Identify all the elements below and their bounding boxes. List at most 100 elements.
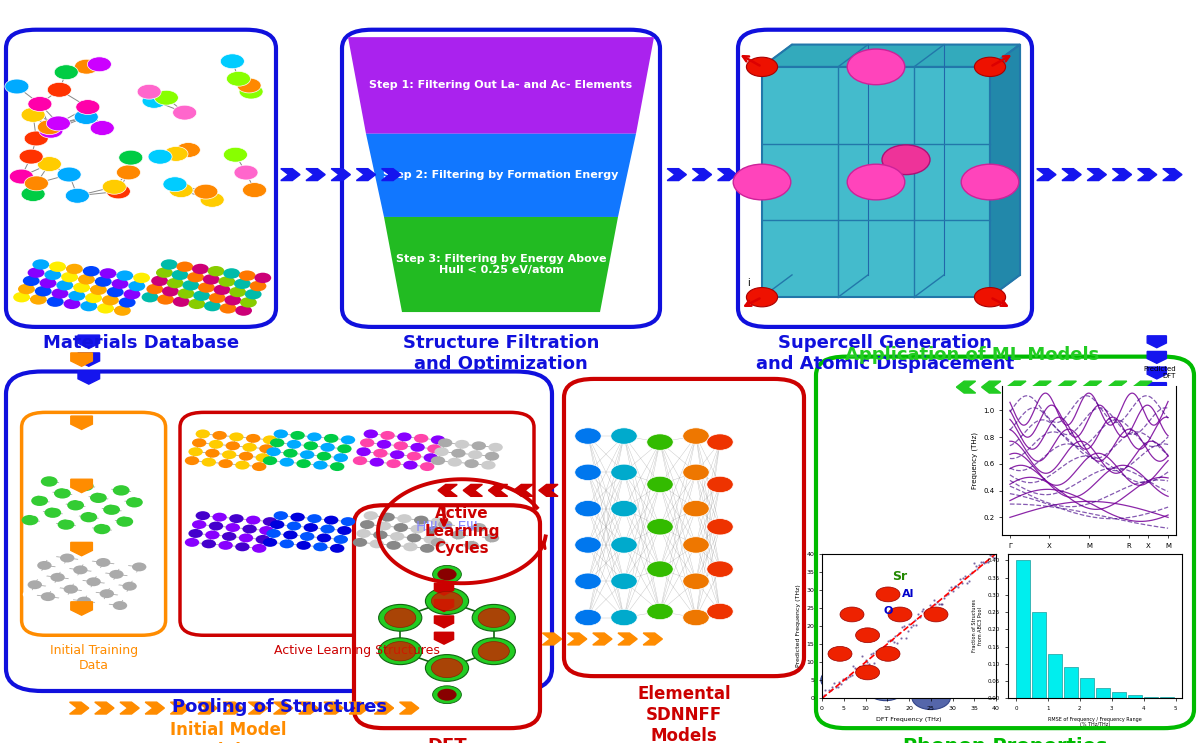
Circle shape: [127, 572, 142, 581]
Circle shape: [414, 434, 428, 443]
Circle shape: [41, 476, 58, 487]
Circle shape: [472, 605, 515, 632]
Circle shape: [221, 53, 245, 68]
Circle shape: [55, 563, 70, 572]
Circle shape: [283, 531, 298, 539]
Circle shape: [172, 270, 188, 280]
Circle shape: [52, 288, 68, 299]
Circle shape: [23, 276, 40, 286]
Polygon shape: [349, 702, 368, 714]
Circle shape: [485, 452, 499, 461]
Text: Active
Learning
Cycles: Active Learning Cycles: [425, 506, 499, 557]
Circle shape: [377, 522, 391, 531]
Polygon shape: [374, 702, 394, 714]
Circle shape: [103, 504, 120, 515]
Circle shape: [394, 441, 408, 450]
Circle shape: [234, 165, 258, 180]
Polygon shape: [1146, 467, 1165, 479]
Polygon shape: [718, 169, 737, 181]
Circle shape: [112, 279, 128, 289]
Circle shape: [205, 449, 220, 458]
Circle shape: [304, 523, 318, 532]
Circle shape: [122, 582, 137, 591]
Circle shape: [847, 49, 905, 85]
Circle shape: [683, 536, 709, 553]
Circle shape: [290, 431, 305, 440]
Polygon shape: [542, 633, 562, 645]
Circle shape: [5, 79, 29, 94]
Circle shape: [32, 259, 49, 270]
Circle shape: [254, 273, 271, 283]
Circle shape: [263, 435, 277, 444]
Circle shape: [19, 149, 43, 164]
Text: Pooling of Structures: Pooling of Structures: [172, 698, 386, 716]
Circle shape: [28, 97, 52, 111]
Circle shape: [290, 513, 305, 522]
Circle shape: [856, 665, 880, 680]
Circle shape: [26, 505, 43, 516]
Text: HΨ = EΨ: HΨ = EΨ: [416, 520, 478, 534]
Circle shape: [205, 531, 220, 539]
Circle shape: [455, 522, 469, 531]
Circle shape: [60, 554, 74, 562]
Circle shape: [324, 516, 338, 525]
Polygon shape: [95, 702, 114, 714]
Polygon shape: [956, 381, 976, 393]
Circle shape: [337, 526, 352, 535]
Circle shape: [746, 57, 778, 77]
Circle shape: [256, 535, 270, 544]
Circle shape: [410, 525, 425, 533]
Polygon shape: [198, 702, 217, 714]
Text: Step 1: Filtering Out La- and Ac- Elements: Step 1: Filtering Out La- and Ac- Elemen…: [370, 80, 632, 91]
Polygon shape: [1133, 381, 1152, 393]
Circle shape: [209, 522, 223, 531]
Circle shape: [185, 538, 199, 547]
Circle shape: [116, 165, 140, 180]
Circle shape: [41, 592, 55, 601]
Circle shape: [478, 641, 509, 661]
Polygon shape: [792, 45, 1020, 275]
Circle shape: [65, 188, 89, 203]
Circle shape: [242, 525, 257, 533]
Text: Supercell Generation
and Atomic Displacement: Supercell Generation and Atomic Displace…: [756, 334, 1014, 373]
Circle shape: [239, 270, 256, 281]
Circle shape: [91, 568, 106, 577]
Circle shape: [23, 590, 37, 599]
Polygon shape: [1108, 381, 1127, 393]
Circle shape: [226, 441, 240, 450]
Circle shape: [155, 90, 179, 105]
Polygon shape: [1082, 381, 1102, 393]
Circle shape: [683, 573, 709, 589]
Polygon shape: [488, 484, 508, 496]
Circle shape: [30, 294, 47, 305]
Circle shape: [611, 536, 637, 553]
Text: Initial Model
Training: Initial Model Training: [169, 721, 287, 743]
Circle shape: [948, 634, 986, 658]
Circle shape: [62, 510, 79, 520]
Polygon shape: [384, 217, 618, 312]
Text: Phonon Properties: Phonon Properties: [902, 737, 1108, 743]
Circle shape: [263, 456, 277, 465]
Circle shape: [203, 274, 220, 285]
Circle shape: [287, 522, 301, 531]
FancyBboxPatch shape: [6, 30, 276, 327]
Circle shape: [212, 431, 227, 440]
Circle shape: [385, 641, 416, 661]
Polygon shape: [768, 169, 787, 181]
Circle shape: [882, 145, 930, 175]
Polygon shape: [70, 702, 89, 714]
Circle shape: [379, 637, 422, 664]
Circle shape: [24, 131, 48, 146]
Circle shape: [410, 443, 425, 452]
Circle shape: [250, 281, 266, 291]
Circle shape: [386, 541, 401, 550]
Polygon shape: [248, 702, 268, 714]
Polygon shape: [366, 134, 636, 217]
Circle shape: [647, 603, 673, 620]
Circle shape: [74, 109, 98, 124]
Circle shape: [121, 507, 138, 517]
Circle shape: [857, 616, 895, 640]
Circle shape: [90, 493, 107, 503]
Circle shape: [95, 483, 112, 493]
Circle shape: [431, 538, 445, 547]
